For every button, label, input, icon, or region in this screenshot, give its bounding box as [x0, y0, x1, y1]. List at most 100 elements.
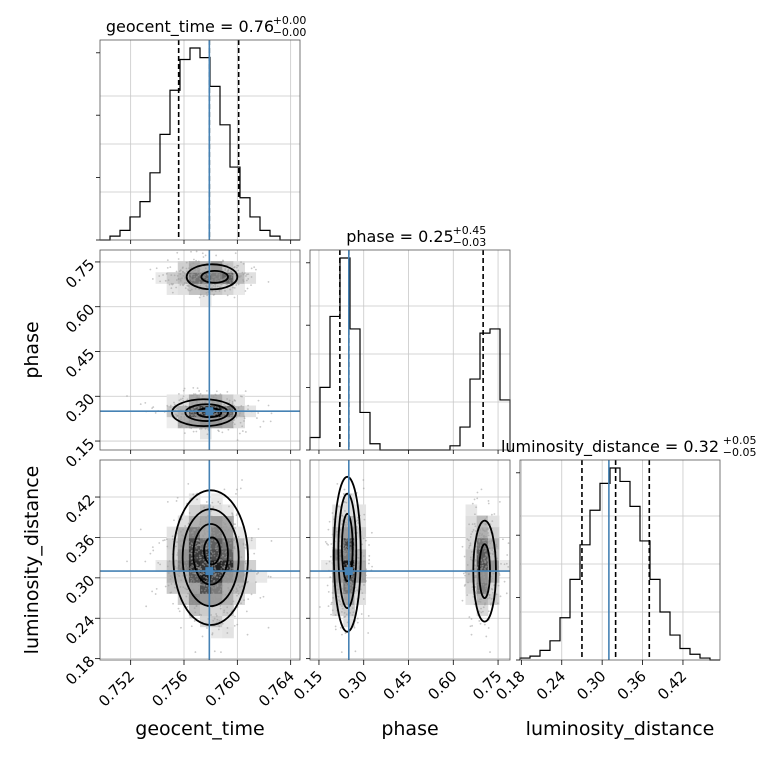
sample-point	[186, 565, 189, 567]
sample-point	[218, 262, 221, 264]
sample-point	[203, 589, 206, 592]
sample-point	[199, 565, 202, 568]
sample-point	[187, 482, 190, 485]
sample-point	[233, 545, 236, 548]
sample-point	[341, 607, 344, 610]
sample-point	[331, 572, 334, 575]
sample-point	[191, 545, 194, 548]
sample-point	[486, 559, 489, 562]
sample-point	[491, 546, 494, 549]
sample-point	[175, 559, 178, 562]
sample-point	[152, 406, 155, 408]
sample-point	[495, 545, 498, 548]
sample-point	[202, 542, 205, 545]
sample-point	[169, 406, 172, 409]
sample-point	[243, 574, 246, 576]
sample-point	[343, 501, 346, 503]
sample-point	[221, 584, 224, 587]
sample-point	[198, 428, 201, 430]
sample-point	[257, 528, 260, 530]
sample-point	[186, 588, 189, 591]
sample-point	[211, 552, 214, 555]
sample-point	[165, 272, 168, 275]
sample-point	[190, 625, 193, 628]
sample-point	[203, 270, 206, 273]
sample-point	[195, 430, 198, 433]
sample-point	[192, 270, 195, 273]
sample-point	[484, 523, 487, 526]
sample-point	[353, 547, 356, 550]
y-axis-label-phase: phase	[21, 321, 43, 378]
sample-point	[259, 596, 262, 599]
sample-point	[327, 543, 329, 546]
sample-point	[345, 562, 348, 565]
sample-point	[218, 273, 221, 276]
sample-point	[345, 588, 347, 591]
sample-point	[206, 433, 209, 436]
sample-point	[188, 278, 191, 281]
sample-point	[214, 285, 217, 288]
sample-point	[166, 404, 169, 407]
sample-point	[502, 538, 504, 541]
sample-point	[204, 533, 207, 536]
sample-point	[186, 535, 189, 538]
density-cell	[487, 560, 500, 572]
sample-point	[327, 590, 330, 593]
sample-point	[218, 590, 221, 593]
sample-point	[162, 274, 164, 276]
sample-point	[267, 575, 270, 578]
sample-point	[193, 602, 196, 605]
hist-panel-luminosity_distance: luminosity_distance = 0.32 +0.05−0.05	[501, 434, 757, 661]
sample-point	[200, 568, 203, 571]
sample-point	[227, 268, 230, 271]
sample-point	[237, 593, 240, 595]
sample-point	[151, 407, 154, 410]
sample-point	[223, 488, 226, 491]
sample-point	[192, 262, 195, 265]
sample-point	[337, 588, 340, 591]
sample-point	[476, 592, 478, 595]
sample-point	[190, 575, 193, 577]
sample-point	[231, 576, 234, 579]
sample-point	[353, 540, 356, 543]
sample-point	[218, 625, 221, 628]
sample-point	[220, 564, 223, 567]
sample-point	[179, 540, 182, 542]
sample-point	[144, 401, 147, 404]
sample-point	[269, 575, 272, 578]
sample-point	[244, 390, 247, 393]
sample-point	[485, 566, 487, 569]
sample-point	[198, 554, 201, 557]
sample-point	[478, 620, 481, 622]
sample-point	[215, 390, 218, 393]
density-cell	[200, 272, 212, 284]
density-cell	[354, 593, 367, 605]
x-tick-label: 0.30	[573, 667, 609, 703]
y-tick-label: 0.45	[62, 345, 98, 381]
sample-point	[489, 542, 492, 545]
sample-point	[212, 518, 215, 521]
sample-point	[210, 578, 213, 581]
sample-point	[196, 394, 198, 397]
contour-inner-left	[341, 512, 354, 583]
sample-point	[182, 586, 185, 589]
sample-point	[232, 600, 235, 603]
sample-point	[490, 603, 492, 606]
sample-point	[466, 594, 469, 596]
sample-point	[242, 273, 245, 276]
density-cell	[244, 571, 257, 583]
sample-point	[240, 556, 243, 559]
sample-point	[492, 551, 495, 553]
density-cell	[166, 537, 179, 550]
sample-point	[204, 597, 207, 600]
contour-outer	[172, 489, 249, 626]
sample-point	[217, 429, 220, 432]
sample-point	[483, 591, 486, 594]
sample-point	[356, 580, 359, 583]
sample-point	[203, 281, 206, 284]
sample-point	[186, 270, 188, 273]
sample-point	[197, 269, 200, 272]
density-cell	[233, 394, 245, 407]
x-tick-label: 0.45	[380, 667, 416, 703]
sample-point	[241, 395, 243, 398]
